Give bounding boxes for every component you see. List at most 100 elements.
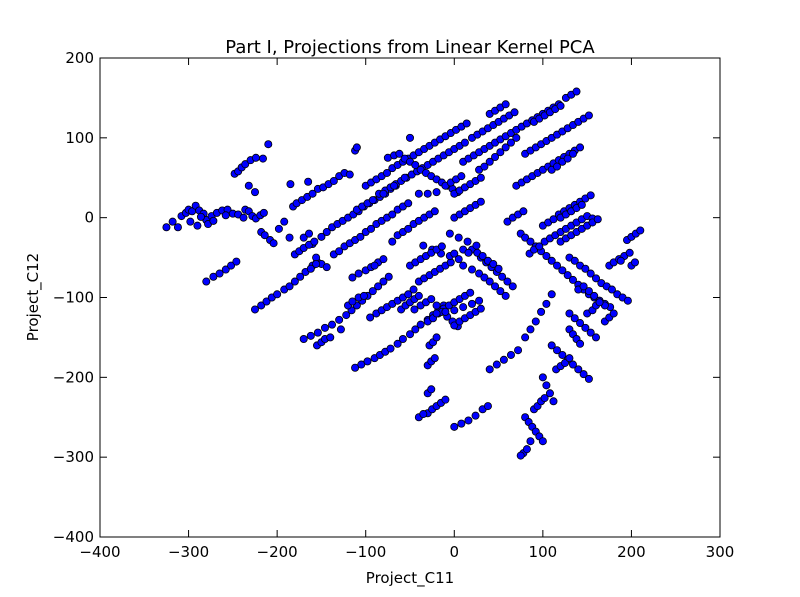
- data-point: [336, 325, 345, 334]
- data-point: [348, 273, 357, 282]
- data-point: [186, 217, 195, 226]
- x-tick-label: −400: [79, 543, 120, 561]
- data-point: [168, 217, 177, 226]
- data-point: [568, 360, 577, 369]
- data-point: [547, 256, 556, 265]
- data-point: [542, 251, 551, 260]
- data-point: [526, 237, 535, 246]
- data-point: [310, 237, 319, 246]
- data-point: [317, 232, 326, 241]
- data-point: [382, 168, 391, 177]
- data-point: [464, 248, 473, 257]
- x-tick-label: 200: [617, 543, 646, 561]
- data-point: [322, 228, 331, 237]
- data-point: [359, 291, 368, 300]
- data-point: [545, 389, 554, 398]
- data-point: [215, 269, 224, 278]
- data-point: [441, 395, 450, 404]
- data-point: [558, 266, 567, 275]
- data-point: [584, 374, 593, 383]
- data-point: [519, 207, 528, 216]
- data-point: [430, 207, 439, 216]
- data-point: [398, 335, 407, 344]
- data-point: [494, 264, 503, 273]
- data-point: [432, 333, 441, 342]
- data-point: [584, 287, 593, 296]
- data-point: [432, 188, 441, 197]
- data-point: [450, 306, 459, 315]
- data-point: [232, 257, 241, 266]
- data-point: [538, 437, 547, 446]
- y-tick-label: −300: [53, 448, 94, 466]
- data-point: [296, 272, 305, 281]
- y-tick-label: −200: [53, 368, 94, 386]
- data-point: [227, 261, 236, 270]
- data-point: [273, 290, 282, 299]
- y-tick-label: 200: [65, 49, 94, 67]
- data-point: [299, 335, 308, 344]
- x-tick-label: −100: [345, 543, 386, 561]
- data-point: [492, 360, 501, 369]
- data-point: [328, 320, 337, 329]
- data-point: [506, 350, 515, 359]
- data-point: [630, 258, 639, 267]
- x-axis: −400 −300 −200 −100 0 100 200 300: [79, 58, 734, 561]
- data-point: [579, 282, 588, 291]
- data-point: [467, 265, 476, 274]
- data-point: [586, 191, 595, 200]
- data-point: [419, 410, 428, 419]
- data-point: [342, 311, 351, 320]
- data-point: [553, 346, 562, 355]
- data-point: [512, 133, 521, 142]
- data-point: [329, 176, 338, 185]
- data-point: [388, 237, 397, 246]
- data-point: [592, 333, 601, 342]
- data-point: [259, 208, 268, 217]
- data-point: [450, 422, 459, 431]
- data-point: [625, 248, 634, 257]
- data-point: [471, 411, 480, 420]
- data-point: [388, 210, 397, 219]
- data-point: [508, 282, 517, 291]
- data-point: [593, 215, 602, 224]
- data-point: [503, 277, 512, 286]
- data-point: [478, 251, 487, 260]
- data-point: [251, 153, 260, 162]
- data-point: [313, 328, 322, 337]
- data-point: [576, 339, 585, 348]
- data-point: [274, 224, 283, 233]
- data-point: [450, 249, 459, 258]
- data-point: [450, 321, 459, 330]
- data-point: [432, 301, 441, 310]
- data-point: [404, 290, 413, 299]
- data-point: [553, 261, 562, 270]
- data-point: [463, 237, 472, 246]
- data-point: [414, 189, 423, 198]
- data-point: [354, 269, 363, 278]
- data-point: [572, 87, 581, 96]
- data-point: [390, 181, 399, 190]
- data-point: [285, 233, 294, 242]
- data-point: [521, 233, 530, 242]
- data-point: [193, 221, 202, 230]
- data-point: [537, 307, 546, 316]
- data-point: [499, 355, 508, 364]
- data-point: [351, 363, 360, 372]
- data-point: [483, 402, 492, 411]
- data-point: [368, 196, 377, 205]
- data-point: [366, 313, 375, 322]
- data-point: [506, 138, 515, 147]
- data-point: [475, 296, 484, 305]
- data-point: [577, 200, 586, 209]
- data-point: [244, 181, 253, 190]
- data-point: [430, 354, 439, 363]
- data-point: [173, 223, 182, 232]
- data-point: [423, 189, 432, 198]
- data-point: [480, 273, 489, 282]
- data-point: [590, 291, 599, 300]
- data-point: [441, 307, 450, 316]
- data-point: [498, 272, 507, 281]
- x-tick-label: −300: [168, 543, 209, 561]
- data-point: [563, 154, 572, 163]
